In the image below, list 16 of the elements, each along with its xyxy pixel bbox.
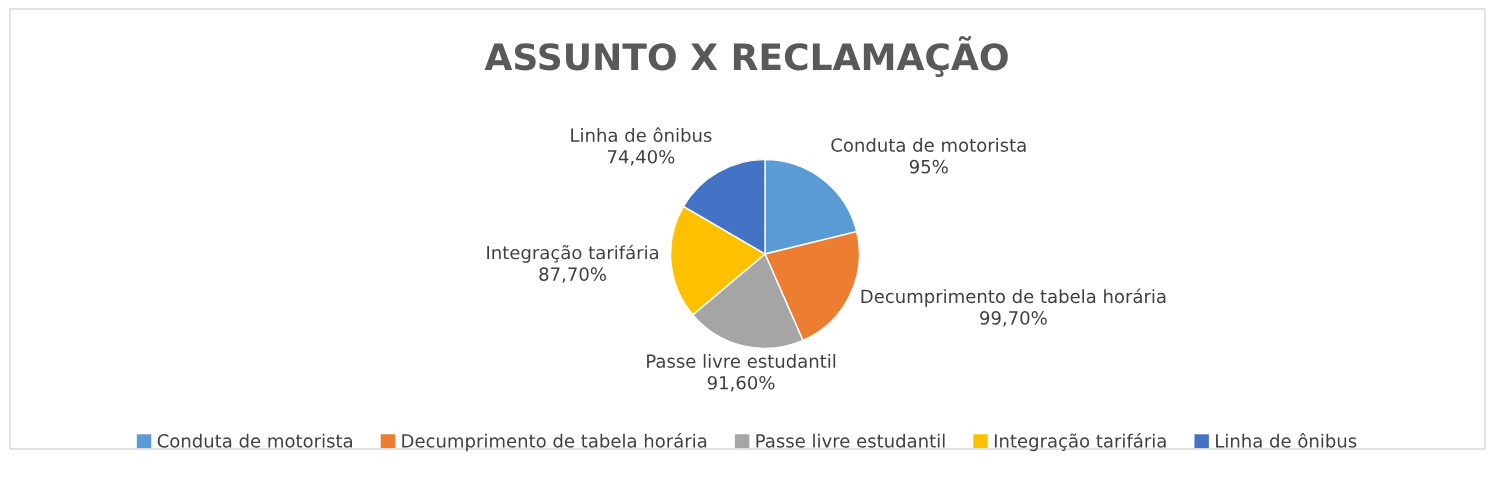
slice-label: Conduta de motorista xyxy=(831,137,1026,152)
slice-label: Linha de ônibus xyxy=(571,127,712,143)
chart-title: ASSUNTO X RECLAMAÇÃO xyxy=(484,36,1008,77)
legend-label: Linha de ônibus xyxy=(1216,433,1357,448)
data-label: 74,40% xyxy=(607,149,675,166)
legend-label: Conduta de motorista xyxy=(157,433,352,448)
data-label: 99,70% xyxy=(980,311,1047,327)
legend-label: Passe livre estudantil xyxy=(756,433,945,448)
slice-label: Decumprimento de tabela horária xyxy=(861,288,1166,307)
data-label: 87,70% xyxy=(539,267,606,283)
data-label: 91,60% xyxy=(707,375,775,392)
legend-label: Decumprimento de tabela horária xyxy=(402,433,707,452)
data-label: 95% xyxy=(909,159,948,174)
slice-label: Passe livre estudantil xyxy=(647,354,836,368)
slice-label: Integração tarifária xyxy=(487,244,659,263)
legend-label: Integração tarifária xyxy=(994,433,1166,452)
